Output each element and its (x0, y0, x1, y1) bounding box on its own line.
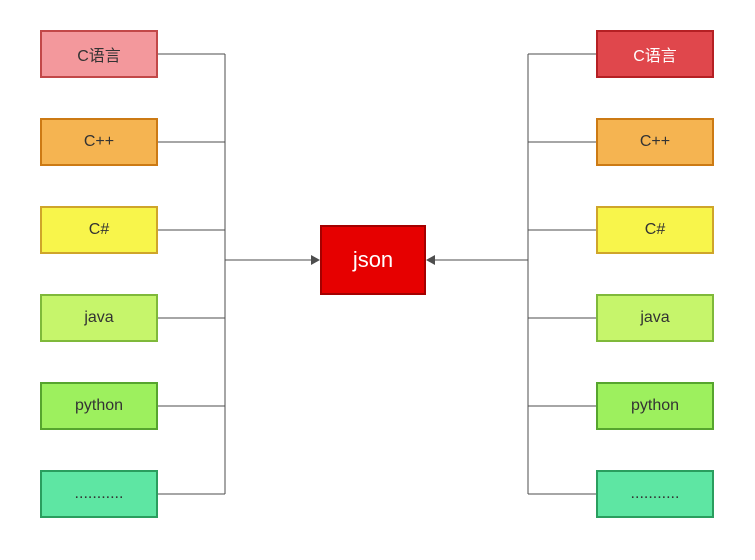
right-node-0-label: C语言 (633, 42, 677, 66)
right-node-5: ........... (596, 470, 714, 518)
right-node-3: java (596, 294, 714, 342)
right-node-1: C++ (596, 118, 714, 166)
left-node-4-label: python (75, 397, 123, 415)
left-node-4: python (40, 382, 158, 430)
right-node-0: C语言 (596, 30, 714, 78)
center-node: json (320, 225, 426, 295)
left-node-3-label: java (84, 309, 113, 327)
right-node-4: python (596, 382, 714, 430)
center-node-label: json (353, 247, 393, 273)
right-node-3-label: java (640, 309, 669, 327)
right-node-5-label: ........... (631, 485, 680, 503)
left-node-1: C++ (40, 118, 158, 166)
left-node-5: ........... (40, 470, 158, 518)
left-node-2: C# (40, 206, 158, 254)
left-node-1-label: C++ (84, 133, 114, 151)
left-node-0-label: C语言 (77, 42, 121, 66)
right-node-1-label: C++ (640, 133, 670, 151)
left-node-5-label: ........... (75, 485, 124, 503)
left-node-0: C语言 (40, 30, 158, 78)
left-node-3: java (40, 294, 158, 342)
right-node-4-label: python (631, 397, 679, 415)
right-node-2-label: C# (645, 221, 665, 239)
right-node-2: C# (596, 206, 714, 254)
left-node-2-label: C# (89, 221, 109, 239)
